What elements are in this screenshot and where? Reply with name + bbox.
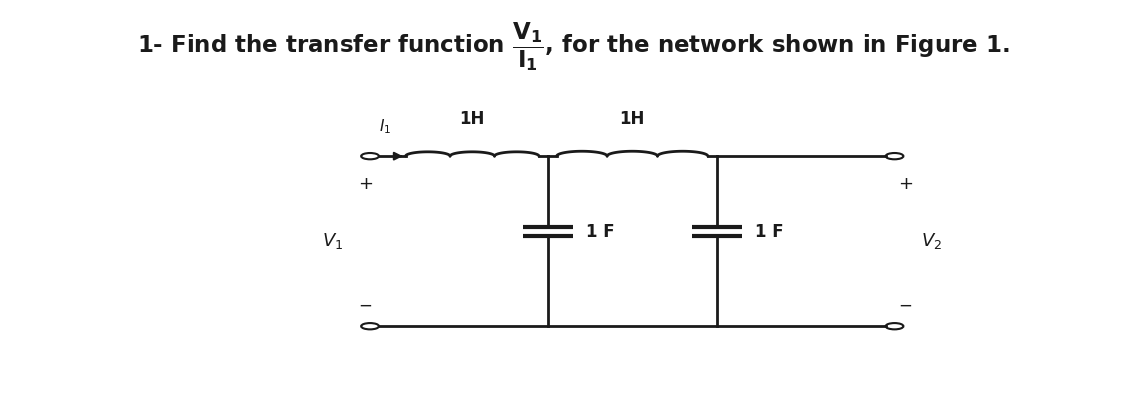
Text: $V_2$: $V_2$ [921, 231, 942, 251]
Text: 1H: 1H [619, 110, 645, 128]
Text: 1 F: 1 F [755, 223, 783, 241]
Text: +: + [358, 175, 373, 193]
Text: −: − [359, 297, 373, 315]
Text: 1 F: 1 F [586, 223, 615, 241]
Text: 1H: 1H [460, 110, 485, 128]
Text: 1- Find the transfer function $\mathbf{\dfrac{V_1}{I_1}}$, for the network shown: 1- Find the transfer function $\mathbf{\… [138, 20, 1009, 73]
Text: +: + [898, 175, 913, 193]
Text: $\mathit{I}_1$: $\mathit{I}_1$ [379, 117, 391, 136]
Text: −: − [898, 297, 912, 315]
Text: $V_1$: $V_1$ [322, 231, 343, 251]
